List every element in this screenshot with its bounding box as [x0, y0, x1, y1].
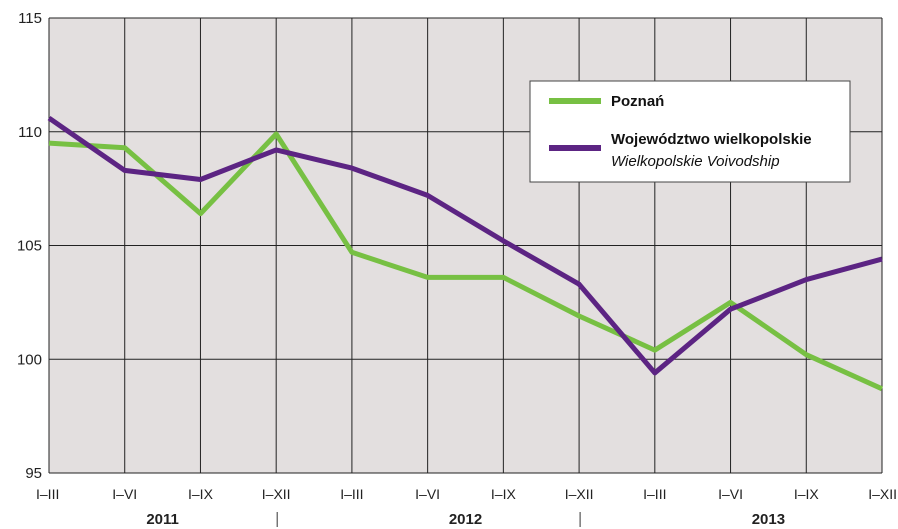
y-tick-label: 95 — [25, 465, 42, 482]
grid-lines — [48, 17, 883, 474]
y-axis-ticks: 95 100 105 110 115 — [17, 10, 42, 482]
y-tick-label: 115 — [18, 10, 42, 27]
legend-box — [529, 80, 851, 183]
series-line-0 — [48, 131, 884, 392]
x-tick-label: I–III — [340, 486, 363, 502]
legend-sublabel-wielkopolskie: Wielkopolskie Voivodship — [611, 153, 780, 170]
x-tick-label: I–III — [36, 486, 59, 502]
year-label: 2013 — [752, 511, 785, 528]
series-lines — [47, 116, 884, 392]
year-labels: 2011 2012 2013 — [146, 511, 785, 528]
x-axis-ticks: I–III I–VI I–IX I–XII I–III I–VI I–IX I–XII I–II… — [36, 486, 897, 502]
x-tick-label: I–IX — [491, 486, 517, 502]
x-tick-label: I–IX — [794, 486, 820, 502]
legend: Poznań Województwo wielkopolskie Wielkop… — [529, 80, 851, 183]
year-label: 2011 — [146, 511, 179, 528]
y-tick-label: 110 — [18, 124, 42, 141]
x-tick-label: I–XII — [868, 486, 897, 502]
x-tick-label: I–VI — [718, 486, 743, 502]
x-tick-label: I–IX — [188, 486, 214, 502]
x-tick-label: I–VI — [415, 486, 440, 502]
legend-label-poznan: Poznań — [611, 93, 664, 110]
x-tick-label: I–XII — [565, 486, 594, 502]
legend-label-wielkopolskie: Województwo wielkopolskie — [611, 131, 812, 148]
y-tick-label: 105 — [17, 238, 42, 255]
x-tick-label: I–VI — [112, 486, 137, 502]
x-tick-label: I–III — [643, 486, 666, 502]
y-tick-label: 100 — [17, 351, 42, 368]
year-label: 2012 — [449, 511, 482, 528]
x-tick-label: I–XII — [262, 486, 291, 502]
series-line-1 — [47, 116, 883, 376]
